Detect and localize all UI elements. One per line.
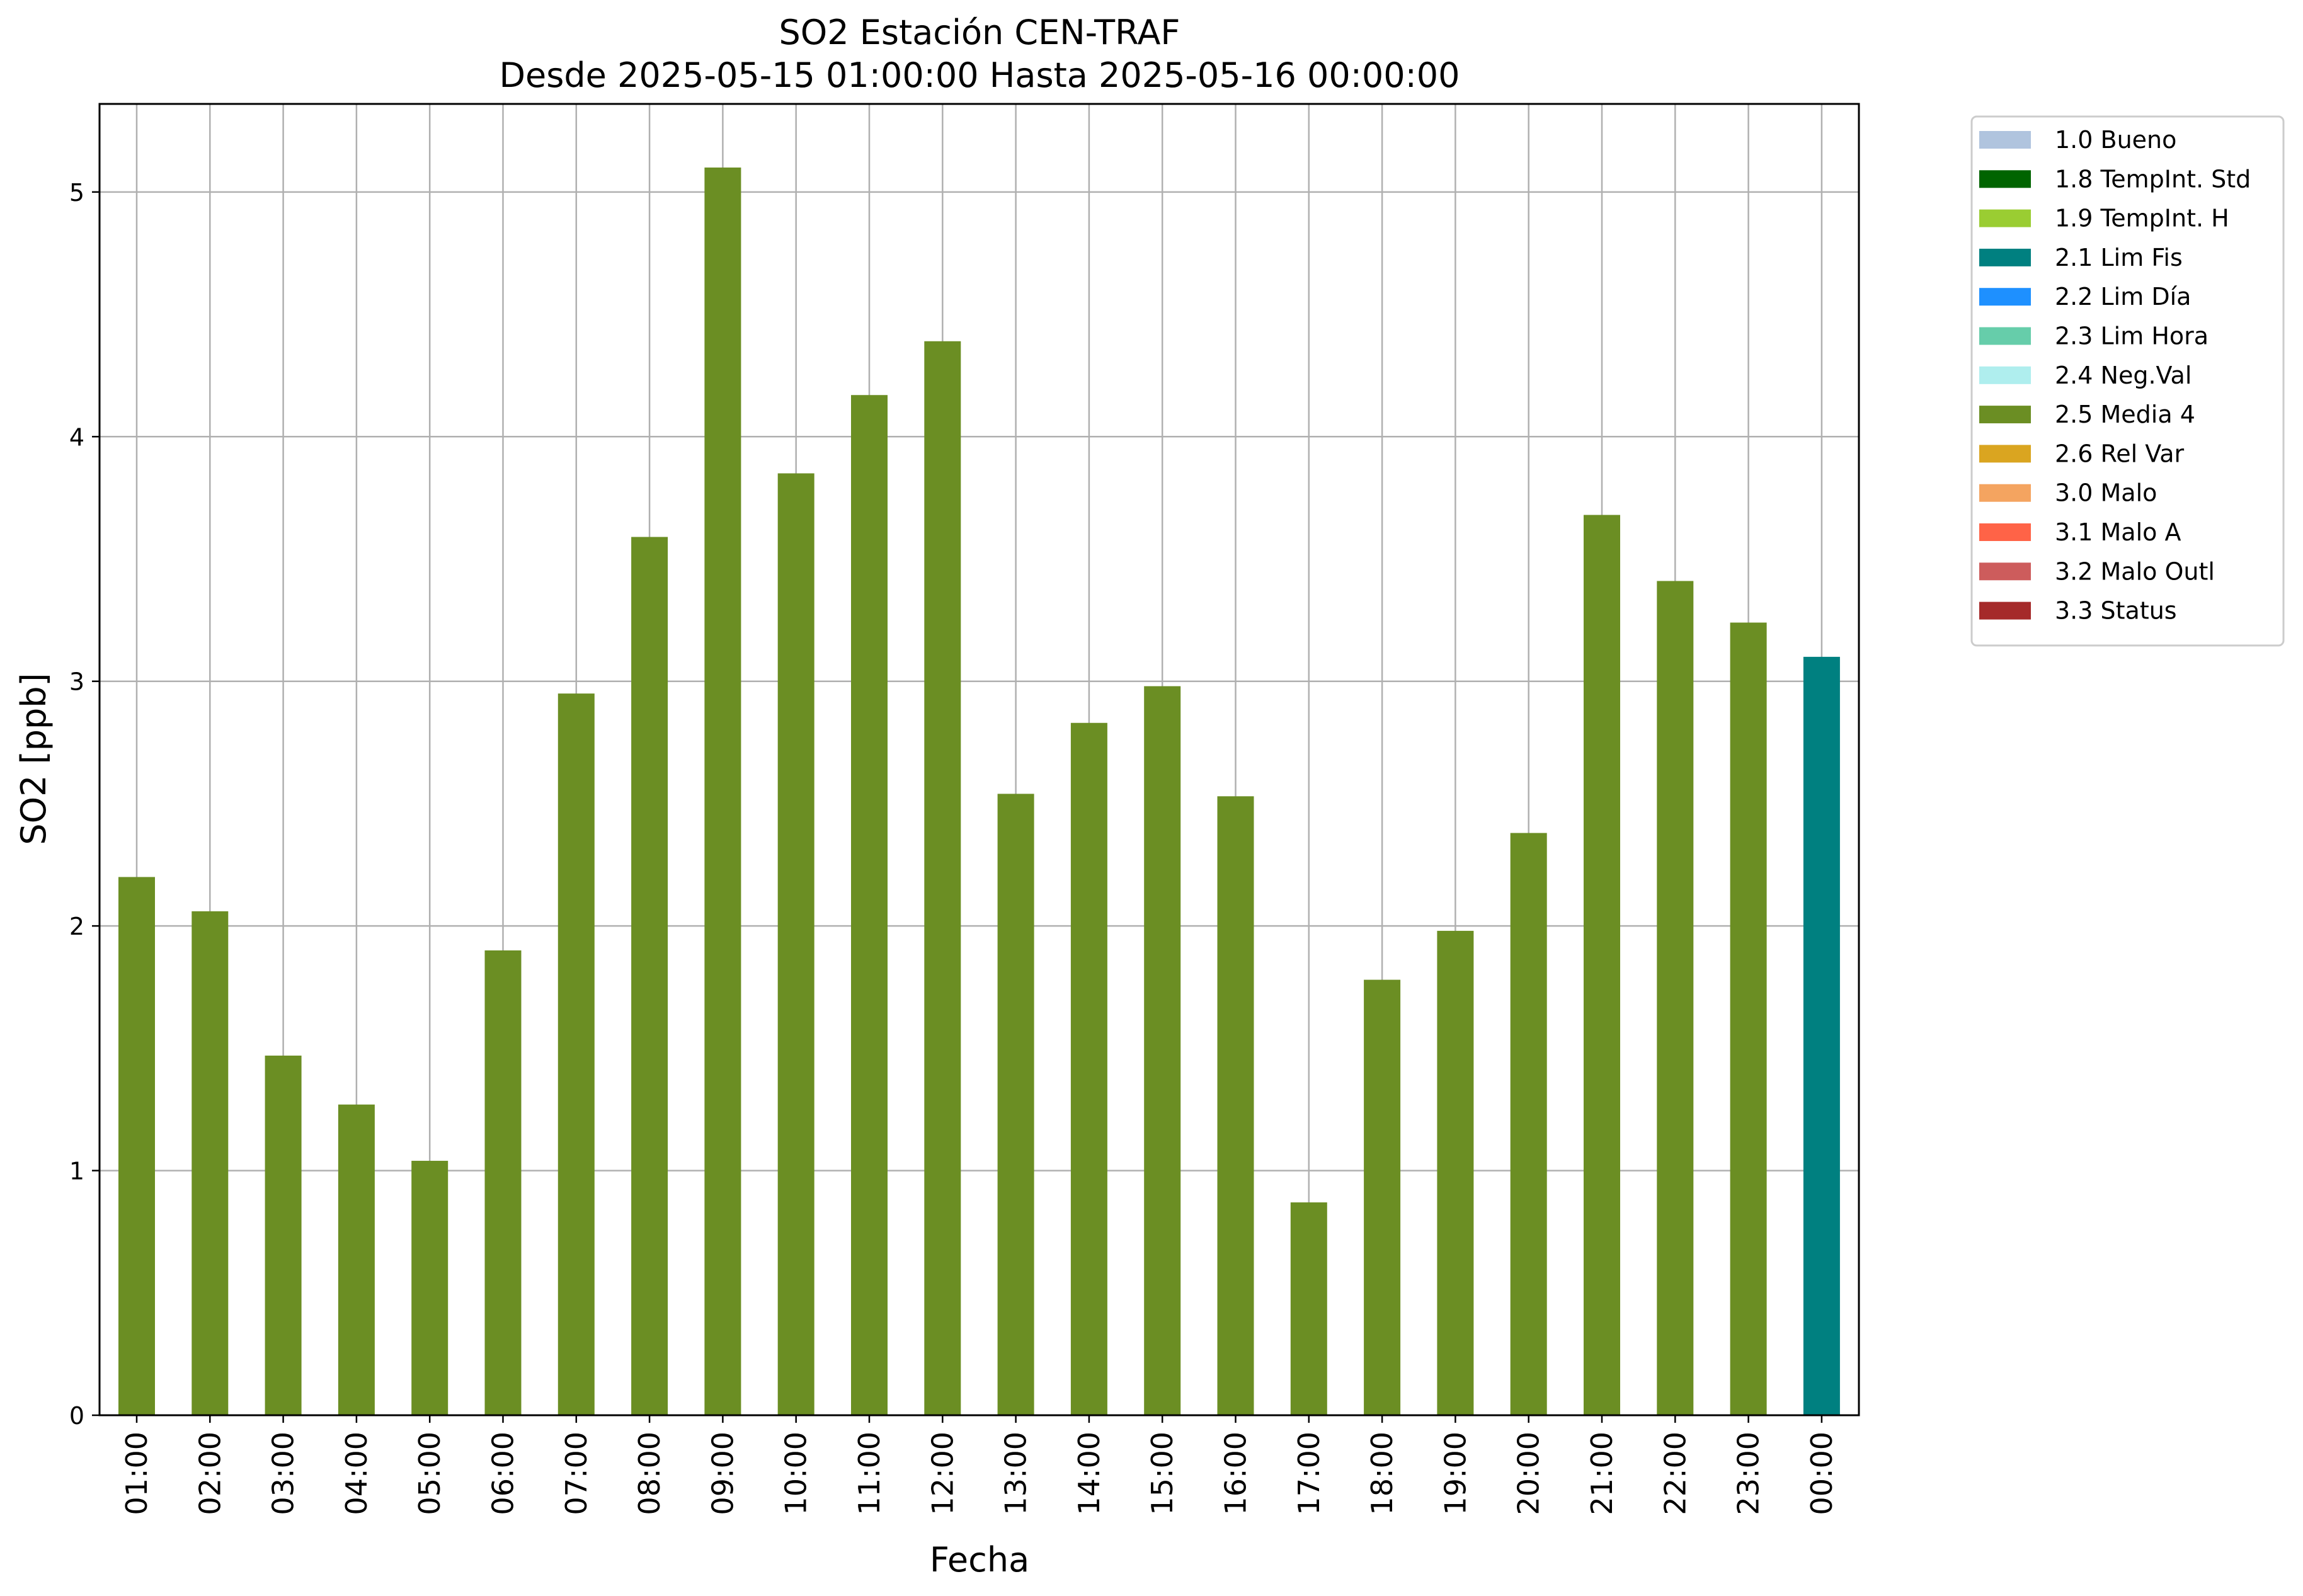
plot-frame	[98, 103, 1860, 1416]
legend-swatch	[1979, 209, 2031, 227]
legend-swatch	[1979, 523, 2031, 541]
legend-label: 2.3 Lim Hora	[2055, 322, 2209, 350]
bar-05:00	[411, 1161, 449, 1415]
bar-12:00	[924, 341, 961, 1416]
bar-04:00	[338, 1104, 375, 1415]
legend-box	[1970, 115, 2285, 647]
x-tick-label: 12:00	[925, 1432, 959, 1515]
x-tick-label: 04:00	[340, 1432, 374, 1515]
bar-13:00	[997, 794, 1034, 1415]
x-tick-label: 17:00	[1292, 1432, 1326, 1515]
y-tick-label: 0	[69, 1402, 84, 1430]
legend-swatch	[1979, 484, 2031, 502]
legend-label: 2.4 Neg.Val	[2055, 362, 2192, 389]
x-tick-label: 05:00	[413, 1432, 447, 1515]
legend-label: 3.2 Malo Outl	[2055, 557, 2215, 585]
y-tick-label: 5	[69, 179, 84, 207]
bar-19:00	[1437, 930, 1474, 1415]
x-tick-label: 11:00	[852, 1432, 886, 1515]
legend-swatch	[1979, 601, 2031, 620]
y-tick-label: 4	[69, 423, 84, 451]
y-tick-label: 2	[69, 913, 84, 940]
x-tick-label: 03:00	[266, 1432, 300, 1515]
legend-swatch	[1979, 288, 2031, 306]
bar-11:00	[851, 395, 888, 1415]
legend-label: 1.8 TempInt. Std	[2055, 165, 2251, 193]
bar-03:00	[265, 1056, 302, 1415]
y-axis: 0 1 2 3 4 5	[69, 179, 100, 1430]
x-tick-label: 02:00	[193, 1432, 227, 1515]
x-tick-label: 20:00	[1512, 1432, 1546, 1515]
bar-14:00	[1070, 722, 1107, 1415]
chart-subtitle: Desde 2025-05-15 01:00:00 Hasta 2025-05-…	[499, 55, 1460, 95]
x-tick-label: 07:00	[559, 1432, 593, 1515]
legend-swatch	[1979, 327, 2031, 345]
x-tick-label: 21:00	[1585, 1432, 1619, 1515]
x-axis-label: Fecha	[930, 1540, 1029, 1580]
y-axis-label: SO2 [ppb]	[14, 673, 54, 845]
legend-label: 3.0 Malo	[2055, 479, 2157, 507]
legend-swatch	[1979, 562, 2031, 581]
bar-10:00	[777, 473, 814, 1415]
x-tick-label: 18:00	[1365, 1432, 1399, 1515]
x-tick-label: 00:00	[1805, 1432, 1839, 1515]
x-tick-label: 10:00	[779, 1432, 813, 1515]
x-tick-label: 06:00	[486, 1432, 520, 1515]
bar-08:00	[631, 537, 668, 1415]
legend-label: 2.5 Media 4	[2055, 401, 2195, 428]
legend-swatch	[1979, 131, 2031, 149]
x-tick-label: 22:00	[1658, 1432, 1692, 1515]
legend-swatch	[1979, 445, 2031, 463]
bar-18:00	[1364, 979, 1401, 1415]
x-tick-label: 13:00	[999, 1432, 1033, 1515]
bar-23:00	[1730, 622, 1767, 1416]
legend-label: 2.2 Lim Día	[2055, 283, 2191, 311]
bar-21:00	[1584, 515, 1620, 1415]
chart-title: SO2 Estación CEN-TRAF	[779, 13, 1180, 52]
legend-swatch	[1979, 248, 2031, 266]
x-tick-label: 16:00	[1219, 1432, 1253, 1515]
bar-16:00	[1217, 796, 1254, 1415]
bar-00:00	[1803, 656, 1840, 1415]
legend: 1.0 Bueno 1.8 TempInt. Std 1.9 TempInt. H 2…	[1970, 115, 2285, 647]
legend-label: 2.1 Lim Fis	[2055, 244, 2183, 271]
legend-swatch	[1979, 406, 2031, 424]
bar-17:00	[1290, 1202, 1327, 1415]
x-tick-label: 14:00	[1072, 1432, 1106, 1515]
y-tick-label: 1	[69, 1158, 84, 1185]
bars	[118, 167, 1840, 1416]
bar-02:00	[191, 911, 229, 1415]
x-tick-label: 01:00	[120, 1432, 154, 1515]
legend-swatch	[1979, 366, 2031, 384]
x-tick-label: 15:00	[1145, 1432, 1179, 1515]
bar-22:00	[1657, 581, 1694, 1415]
legend-label: 3.1 Malo A	[2055, 518, 2181, 546]
x-tick-label: 23:00	[1732, 1432, 1766, 1515]
bar-20:00	[1510, 833, 1547, 1415]
x-tick-label: 08:00	[632, 1432, 666, 1515]
x-axis: 01:00 02:00 03:00 04:00 05:00 06:00 07:00 08:00…	[120, 1415, 1839, 1515]
legend-swatch	[1979, 170, 2031, 188]
x-tick-label: 09:00	[706, 1432, 740, 1515]
x-tick-label: 19:00	[1438, 1432, 1472, 1515]
bar-01:00	[118, 877, 155, 1415]
legend-label: 1.9 TempInt. H	[2055, 205, 2229, 232]
legend-label: 2.6 Rel Var	[2055, 440, 2185, 467]
bar-09:00	[704, 167, 741, 1415]
bar-07:00	[557, 693, 595, 1415]
bar-15:00	[1144, 686, 1181, 1415]
bar-06:00	[484, 950, 522, 1415]
legend-label: 1.0 Bueno	[2055, 126, 2176, 154]
legend-label: 3.3 Status	[2055, 597, 2177, 625]
y-tick-label: 3	[69, 668, 84, 696]
